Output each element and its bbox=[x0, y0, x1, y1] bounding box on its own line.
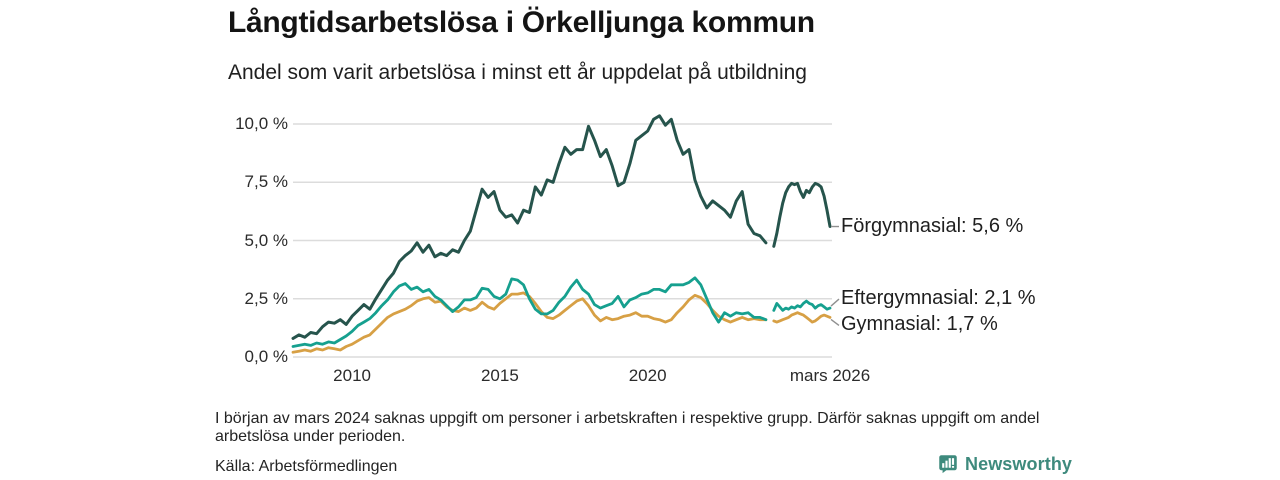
y-axis-tick-label: 0,0 % bbox=[244, 347, 288, 366]
chart-subtitle: Andel som varit arbetslösa i minst ett å… bbox=[228, 61, 807, 84]
x-axis-tick-label: 2010 bbox=[333, 366, 371, 385]
footnote: I början av mars 2024 saknas uppgift om … bbox=[215, 410, 1040, 446]
leader-line bbox=[830, 298, 840, 307]
x-axis-tick-label: 2015 bbox=[480, 366, 519, 385]
y-axis-tick-label: 5,0 % bbox=[244, 230, 288, 250]
series-line-eftergymnasial bbox=[772, 299, 832, 312]
series-end-label-förgymnasial: Förgymnasial: 5,6 % bbox=[841, 214, 1024, 237]
leader-line bbox=[830, 318, 840, 326]
series-end-label-gymnasial: Gymnasial: 1,7 % bbox=[841, 313, 998, 336]
series-line-gymnasial bbox=[772, 311, 832, 324]
y-axis-tick-label: 2,5 % bbox=[244, 288, 288, 308]
x-axis-tick-label: 2020 bbox=[628, 366, 667, 385]
series-line-förgymnasial bbox=[772, 181, 832, 248]
newsworthy-bar-chart-bubble-icon bbox=[939, 455, 957, 474]
page-title: Långtidsarbetslösa i Örkelljunga kommun bbox=[228, 6, 815, 39]
branding: Newsworthy bbox=[938, 452, 1072, 476]
series-end-label-eftergymnasial: Eftergymnasial: 2,1 % bbox=[841, 287, 1036, 310]
source-attribution: Källa: Arbetsförmedlingen bbox=[215, 458, 398, 475]
y-axis-tick-label: 7,5 % bbox=[244, 172, 288, 192]
series-line-förgymnasial bbox=[291, 114, 768, 340]
y-axis-tick-label: 10,0 % bbox=[235, 114, 288, 133]
branding-name: Newsworthy bbox=[965, 453, 1073, 474]
series-line-eftergymnasial bbox=[291, 276, 768, 348]
x-axis-tick-label: mars 2026 bbox=[789, 366, 871, 385]
